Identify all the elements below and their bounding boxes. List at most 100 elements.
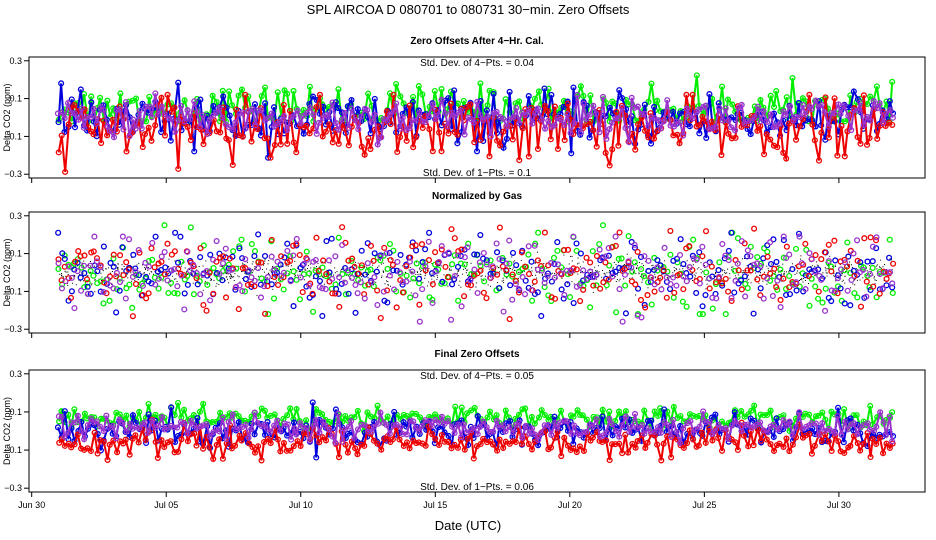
data-point — [280, 440, 287, 447]
data-point — [854, 440, 861, 447]
mean-dot — [521, 271, 523, 273]
data-point — [300, 260, 307, 267]
mean-dot — [536, 277, 538, 279]
data-point — [199, 112, 207, 119]
data-point — [203, 112, 211, 119]
data-point — [780, 416, 787, 424]
data-point — [84, 422, 91, 429]
data-point — [870, 97, 877, 105]
data-point — [490, 90, 497, 97]
data-point — [609, 432, 616, 439]
data-point — [606, 125, 613, 133]
data-point — [177, 233, 184, 240]
data-point — [609, 270, 616, 277]
data-point — [709, 294, 716, 301]
mean-dot — [829, 255, 831, 257]
data-point — [793, 287, 800, 294]
mean-dot — [343, 267, 345, 269]
mean-dot — [234, 273, 236, 275]
data-point — [676, 140, 683, 147]
mean-dot — [373, 271, 375, 273]
data-point — [165, 115, 172, 122]
data-point — [729, 422, 736, 429]
data-point — [731, 417, 739, 424]
mean-dot — [797, 270, 799, 272]
data-point — [293, 431, 300, 438]
mean-dot — [785, 271, 787, 273]
data-point — [889, 438, 896, 445]
data-point — [731, 289, 738, 296]
data-point — [534, 289, 541, 296]
panel-1-y-label: Delta CO2 (ppm) — [2, 83, 12, 151]
data-point — [81, 270, 88, 277]
data-point — [409, 243, 416, 250]
mean-dot — [117, 263, 119, 265]
data-point — [255, 231, 262, 238]
data-point — [647, 140, 655, 147]
mean-dot — [778, 265, 780, 267]
data-point — [545, 117, 552, 124]
x-tick-label: Jul 10 — [289, 500, 313, 510]
mean-dot — [457, 270, 459, 272]
mean-dot — [109, 272, 111, 274]
data-point — [686, 111, 693, 118]
data-point — [171, 128, 178, 135]
data-point — [316, 91, 323, 98]
mean-dot — [878, 266, 880, 268]
data-point — [576, 411, 584, 418]
mean-dot — [713, 275, 715, 277]
data-point — [251, 253, 258, 260]
data-point — [500, 128, 507, 135]
mean-dot — [688, 266, 690, 268]
mean-dot — [756, 275, 758, 277]
mean-dot — [731, 266, 733, 268]
mean-dot — [573, 283, 575, 285]
panel-2-frame — [28, 211, 926, 334]
data-point — [645, 267, 652, 274]
data-point — [615, 255, 622, 262]
mean-dot — [134, 280, 136, 282]
data-point — [873, 294, 880, 301]
data-point — [496, 436, 503, 443]
data-point — [164, 240, 171, 247]
data-point — [200, 422, 207, 429]
data-point — [580, 286, 587, 293]
mean-dot — [832, 265, 834, 267]
mean-dot — [309, 271, 311, 273]
data-point — [348, 418, 355, 425]
data-point — [184, 123, 191, 131]
data-point — [767, 407, 774, 414]
data-point — [477, 136, 484, 143]
data-point — [336, 274, 343, 281]
mean-dot — [425, 273, 427, 275]
data-point — [551, 260, 558, 268]
data-point — [117, 252, 124, 259]
mean-dot — [440, 265, 442, 267]
mean-dot — [213, 279, 215, 281]
data-point — [474, 98, 481, 105]
data-point — [589, 423, 596, 430]
mean-dot — [682, 276, 684, 278]
data-point — [238, 437, 245, 444]
data-point — [399, 281, 406, 288]
mean-dot — [834, 264, 836, 266]
mean-dot — [147, 266, 149, 268]
mean-dot — [724, 270, 726, 272]
data-point — [175, 265, 182, 272]
mean-dot — [304, 269, 306, 271]
data-point — [313, 130, 320, 137]
mean-dot — [121, 268, 123, 270]
data-point — [664, 421, 671, 428]
data-point — [516, 157, 523, 164]
mean-dot — [367, 277, 369, 279]
data-point — [677, 412, 684, 420]
mean-dot — [263, 271, 265, 273]
data-point — [560, 97, 568, 104]
data-point — [783, 422, 790, 429]
mean-dot — [604, 272, 606, 274]
mean-dot — [344, 280, 346, 282]
data-point — [287, 447, 294, 454]
mean-dot — [691, 279, 693, 281]
mean-dot — [354, 265, 356, 267]
mean-dot — [563, 254, 565, 256]
